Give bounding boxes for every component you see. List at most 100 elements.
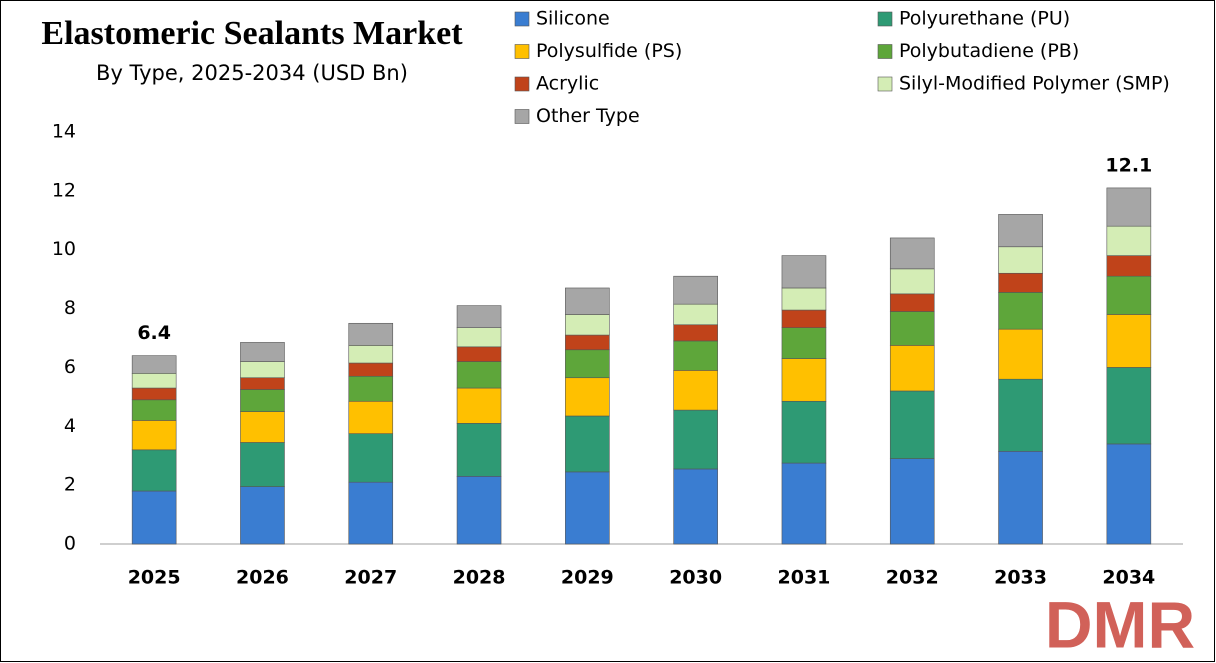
bar-segment bbox=[998, 378, 1043, 452]
bar-segment bbox=[348, 345, 394, 364]
bar-segment bbox=[565, 349, 610, 379]
bar-segment bbox=[131, 420, 177, 451]
x-tick-label: 2025 bbox=[128, 567, 181, 589]
bar-segment bbox=[565, 415, 610, 473]
bar-segment bbox=[131, 490, 177, 545]
bar-segment bbox=[1106, 443, 1152, 545]
bar-segment bbox=[240, 486, 285, 545]
bar-segment bbox=[131, 387, 177, 401]
bar-segment bbox=[348, 481, 394, 545]
bar-segment bbox=[131, 399, 177, 421]
bar-segment bbox=[131, 373, 177, 389]
chart-subtitle: By Type, 2025-2034 (USD Bn) bbox=[96, 61, 408, 85]
bar-segment bbox=[348, 400, 394, 434]
bar-segment bbox=[998, 328, 1043, 380]
bar-segment bbox=[889, 293, 935, 312]
x-tick-label: 2032 bbox=[886, 567, 939, 589]
total-label: 6.4 bbox=[137, 322, 171, 344]
x-tick-label: 2029 bbox=[561, 567, 614, 589]
x-tick-label: 2033 bbox=[994, 567, 1047, 589]
total-label: 12.1 bbox=[1105, 154, 1152, 176]
bar-segment bbox=[673, 324, 718, 342]
bar-segment bbox=[565, 314, 610, 336]
bar-segment bbox=[565, 471, 610, 545]
bar-segment bbox=[998, 214, 1043, 248]
bar-segment bbox=[348, 322, 394, 346]
x-tick-label: 2031 bbox=[778, 567, 831, 589]
x-tick-label: 2034 bbox=[1102, 567, 1155, 589]
bar-segment bbox=[998, 292, 1043, 330]
bar-segment bbox=[456, 361, 502, 389]
bar-segment bbox=[673, 303, 718, 326]
watermark: DMR bbox=[1045, 587, 1195, 661]
x-tick-label: 2026 bbox=[236, 567, 289, 589]
bar-segment bbox=[348, 375, 394, 402]
legend-label: Silyl-Modified Polymer (SMP) bbox=[899, 73, 1170, 95]
bar-segment bbox=[781, 400, 827, 464]
bar-segment bbox=[456, 305, 502, 328]
y-tick-label: 4 bbox=[64, 415, 76, 437]
legend-swatch bbox=[514, 44, 530, 59]
y-tick-label: 2 bbox=[64, 474, 76, 496]
bar-segment bbox=[781, 327, 827, 359]
bar-segment bbox=[889, 237, 935, 270]
legend-label: Polysulfide (PS) bbox=[536, 40, 682, 62]
bar-segment bbox=[456, 346, 502, 362]
bar-segment bbox=[673, 409, 718, 470]
bar-segment bbox=[348, 362, 394, 377]
bar-segment bbox=[889, 345, 935, 392]
bar-segment bbox=[673, 275, 718, 305]
bar-segment bbox=[673, 340, 718, 371]
legend-swatch bbox=[514, 76, 530, 92]
bar-segment bbox=[456, 387, 502, 424]
bar-segment bbox=[998, 246, 1043, 274]
bar-segment bbox=[131, 449, 177, 492]
bar-segment bbox=[781, 358, 827, 402]
bar-segment bbox=[565, 377, 610, 417]
bar-segment bbox=[240, 411, 285, 443]
bar-segment bbox=[348, 433, 394, 483]
bar-segment bbox=[781, 287, 827, 311]
legend-swatch bbox=[877, 76, 893, 92]
legend-label: Acrylic bbox=[536, 73, 599, 95]
y-tick-label: 8 bbox=[64, 297, 76, 319]
bar-segment bbox=[998, 450, 1043, 545]
x-tick-label: 2028 bbox=[453, 567, 506, 589]
legend-swatch bbox=[514, 109, 530, 124]
legend-label: Other Type bbox=[536, 105, 640, 127]
bar-segment bbox=[1106, 314, 1152, 368]
bar-segment bbox=[889, 268, 935, 295]
x-tick-label: 2027 bbox=[344, 567, 397, 589]
bar-segment bbox=[673, 468, 718, 545]
bar-segment bbox=[889, 458, 935, 545]
y-tick-label: 6 bbox=[64, 356, 76, 378]
bar-segment bbox=[889, 390, 935, 459]
bar-segment bbox=[565, 334, 610, 351]
chart-title: Elastomeric Sealants Market bbox=[41, 15, 463, 52]
legend-swatch bbox=[514, 11, 530, 27]
legend-label: Polyurethane (PU) bbox=[899, 8, 1070, 30]
legend-swatch bbox=[877, 11, 893, 27]
bar-segment bbox=[1106, 187, 1152, 227]
bar-segment bbox=[565, 287, 610, 315]
y-tick-label: 12 bbox=[52, 179, 76, 201]
y-tick-label: 14 bbox=[52, 121, 76, 143]
bar-segment bbox=[131, 355, 177, 374]
bar-segment bbox=[889, 311, 935, 346]
legend-swatch bbox=[877, 44, 893, 59]
bar-segment bbox=[456, 327, 502, 348]
bar-segment bbox=[240, 361, 285, 379]
bar-segment bbox=[1106, 255, 1152, 277]
legend-label: Silicone bbox=[536, 8, 610, 30]
bar-segment bbox=[1106, 275, 1152, 315]
x-tick-label: 2030 bbox=[669, 567, 722, 589]
bar-segment bbox=[998, 272, 1043, 293]
bar-segment bbox=[240, 342, 285, 362]
y-tick-label: 10 bbox=[52, 238, 76, 260]
bar-segment bbox=[673, 370, 718, 411]
bar-segment bbox=[240, 377, 285, 390]
y-tick-label: 0 bbox=[64, 533, 76, 555]
bar-segment bbox=[1106, 367, 1152, 445]
